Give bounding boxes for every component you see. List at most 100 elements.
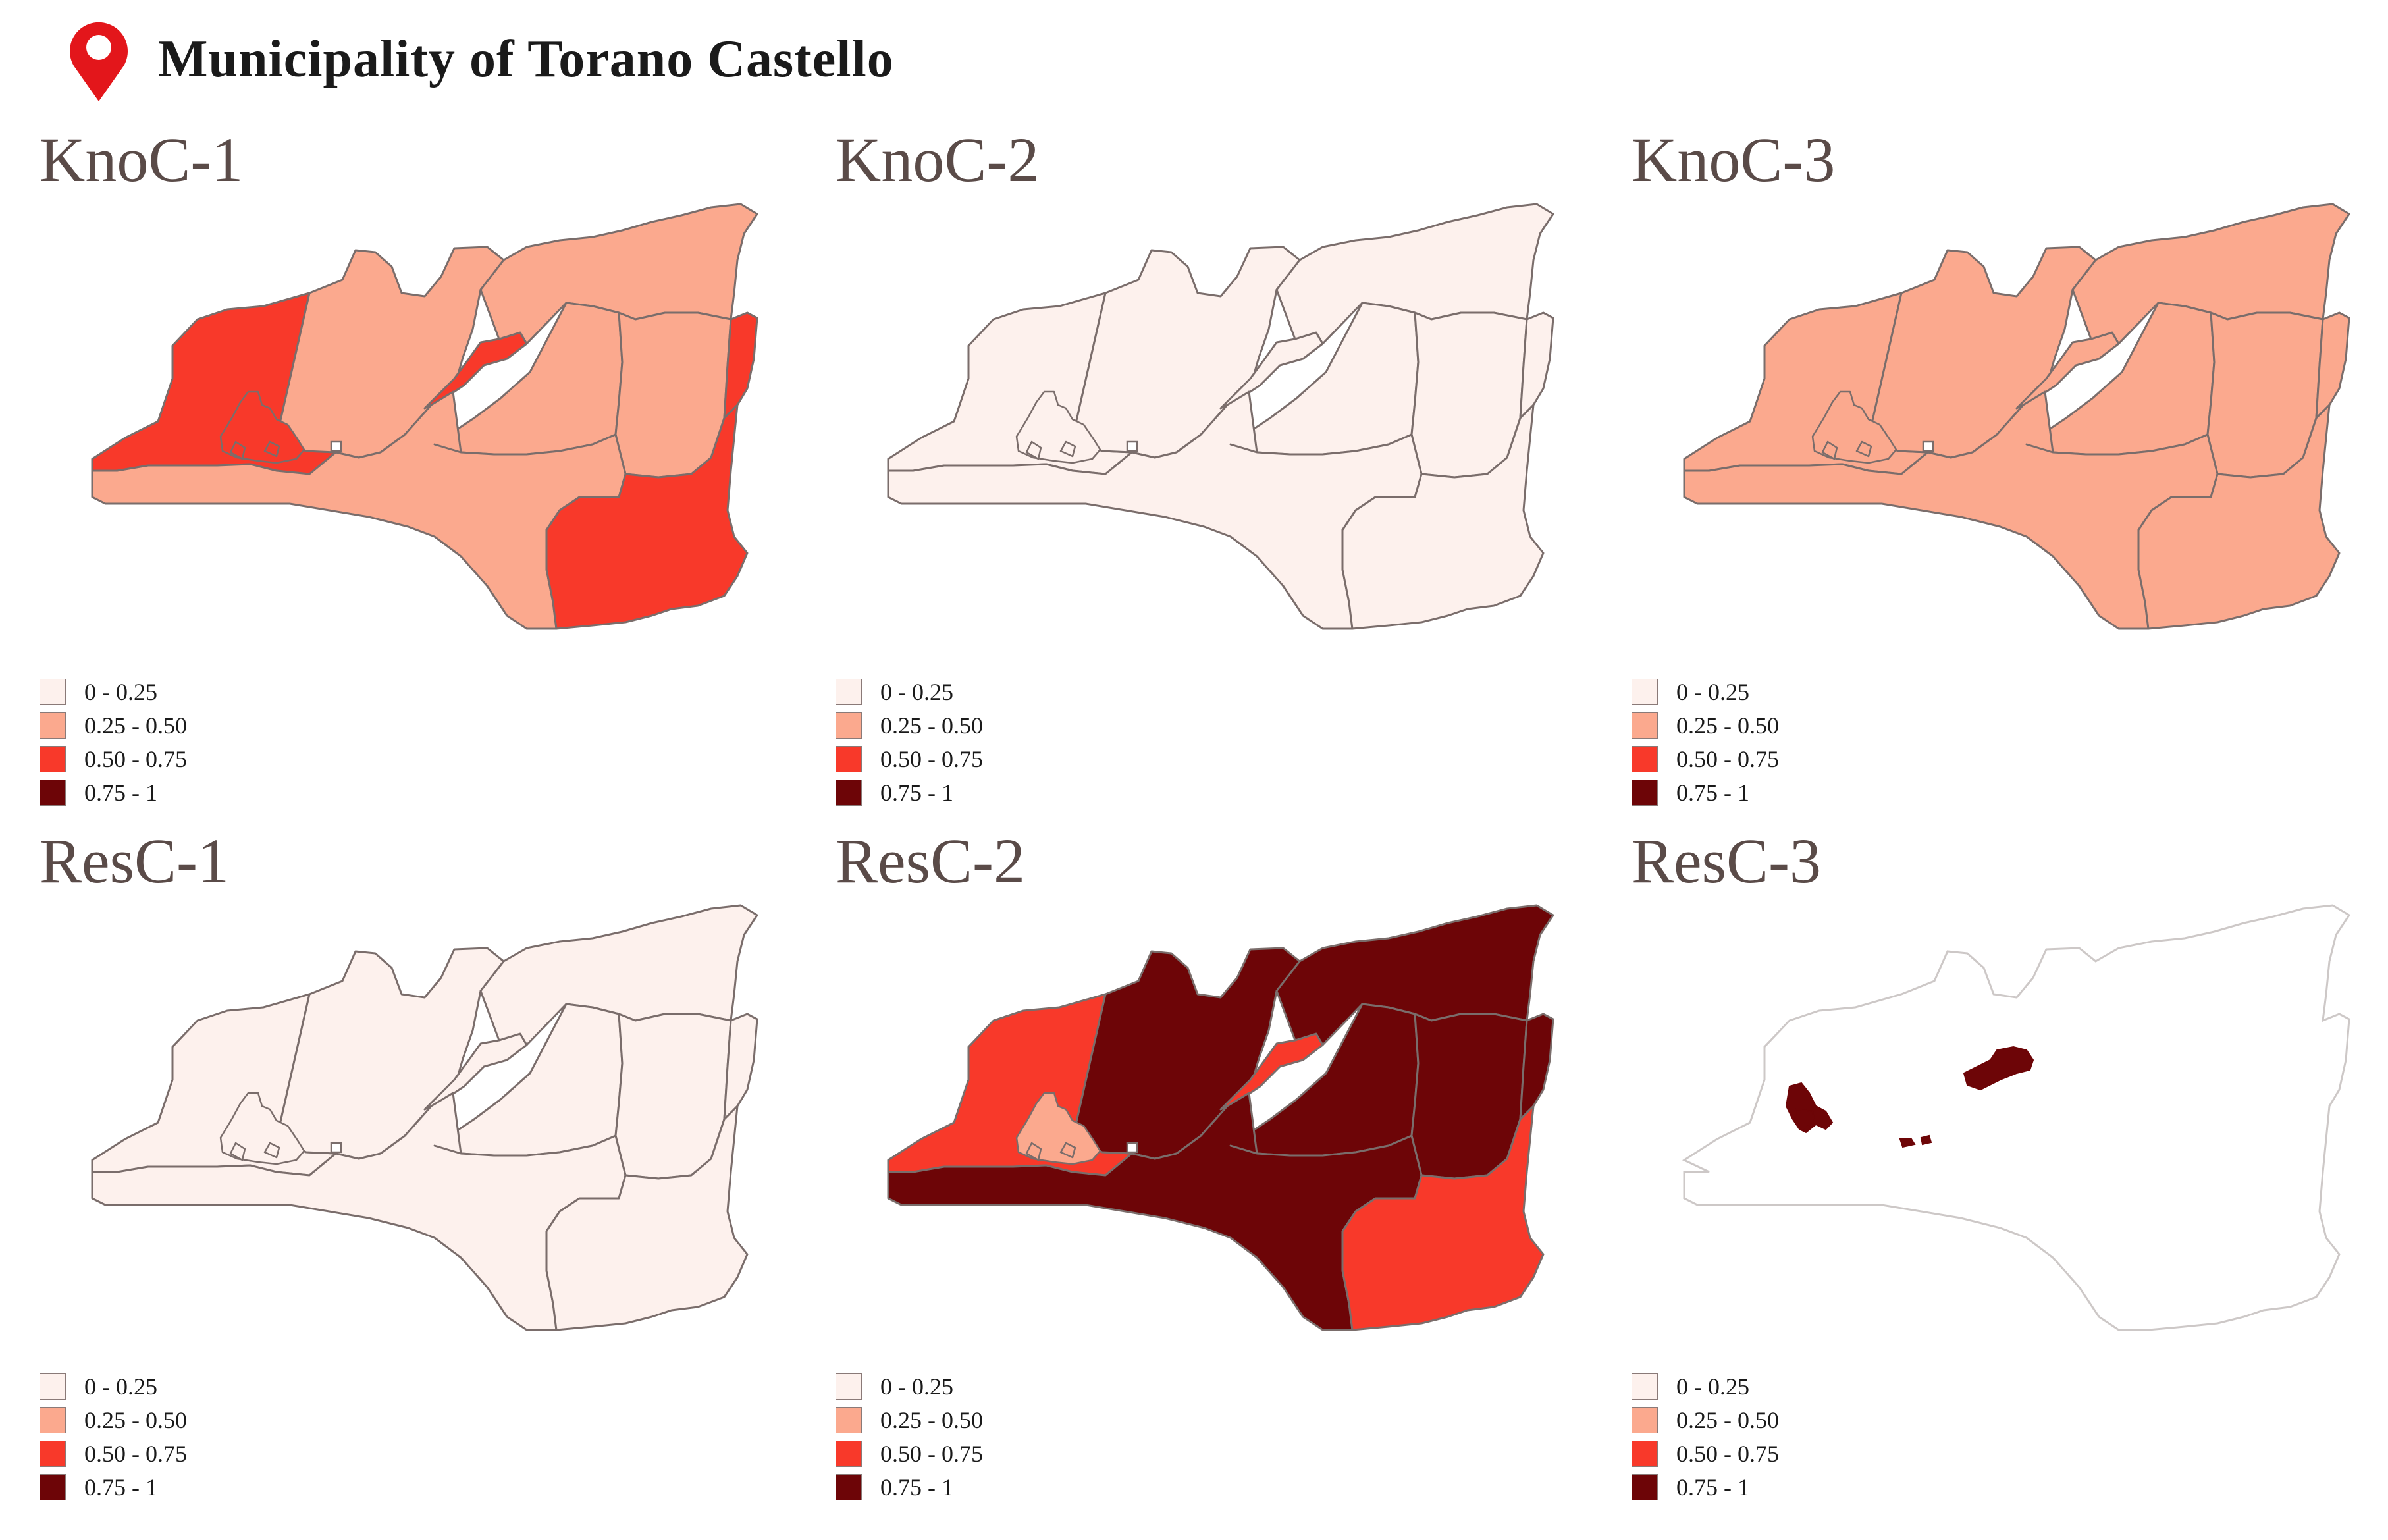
- choropleth-map: [91, 904, 758, 1331]
- legend-label: 0.25 - 0.50: [84, 712, 187, 739]
- legend-label: 0.50 - 0.75: [1676, 1440, 1779, 1467]
- map-region-town: [1821, 440, 1838, 460]
- legend-item: 0 - 0.25: [836, 1369, 983, 1403]
- legend-label: 0.75 - 1: [880, 1474, 953, 1500]
- map-region-town: [1059, 1142, 1076, 1159]
- legend-swatch: [836, 678, 862, 705]
- legend-item: 0.75 - 1: [1632, 776, 1779, 809]
- legend-swatch: [40, 1440, 66, 1467]
- map-region-hole: [1126, 440, 1138, 452]
- legend-swatch: [40, 1474, 66, 1500]
- legend-item: 0.75 - 1: [836, 1470, 983, 1504]
- map-region-hole: [330, 440, 342, 452]
- choropleth-map: [1683, 203, 2350, 630]
- panel-title: ResC-1: [40, 826, 229, 896]
- legend-swatch: [1632, 1474, 1658, 1500]
- map-region-north: [2073, 905, 2349, 1045]
- page-title: Municipality of Torano Castello: [158, 30, 894, 88]
- hotspot-area: [1793, 1108, 1816, 1130]
- map-region-town: [1855, 440, 1872, 458]
- legend-swatch: [836, 712, 862, 739]
- legend-swatch: [1632, 745, 1658, 772]
- choropleth-map: [91, 203, 758, 630]
- map-region-east-strip: [1519, 311, 1554, 419]
- legend-item: 0.50 - 0.75: [40, 1437, 187, 1470]
- map-region-hole: [330, 1142, 342, 1154]
- map-panel-resc-1: ResC-1 0 - 0.25 0.25 - 0.50 0.50 - 0.75 0.7…: [0, 830, 796, 1527]
- legend-item: 0.25 - 0.50: [836, 708, 983, 742]
- legend: 0 - 0.25 0.25 - 0.50 0.50 - 0.75 0.75 - 1: [40, 1369, 187, 1504]
- legend-item: 0.25 - 0.50: [40, 1403, 187, 1437]
- legend-label: 0 - 0.25: [1676, 678, 1749, 705]
- map-region-town: [263, 440, 280, 458]
- legend-item: 0 - 0.25: [40, 675, 187, 708]
- map-region-nw-west: [1684, 994, 1928, 1175]
- legend-swatch: [1632, 712, 1658, 739]
- legend-label: 0.75 - 1: [1676, 779, 1749, 806]
- legend-item: 0.25 - 0.50: [1632, 708, 1779, 742]
- map-region-south-east: [1341, 404, 1545, 630]
- map-region-south-east: [545, 1105, 749, 1331]
- legend-item: 0.50 - 0.75: [1632, 1437, 1779, 1470]
- legend-label: 0.75 - 1: [84, 779, 157, 806]
- map-region-town: [1059, 440, 1076, 458]
- legend-label: 0.25 - 0.50: [1676, 712, 1779, 739]
- legend: 0 - 0.25 0.25 - 0.50 0.50 - 0.75 0.75 - 1: [1632, 675, 1779, 809]
- legend: 0 - 0.25 0.25 - 0.50 0.50 - 0.75 0.75 - 1: [40, 675, 187, 809]
- choropleth-map: [1682, 904, 2351, 1331]
- municipality-outline: [1682, 904, 2351, 1331]
- map-region-south-strip: [1684, 1093, 2217, 1330]
- map-pin-icon: [70, 22, 128, 101]
- legend-swatch: [40, 745, 66, 772]
- legend-swatch: [1632, 779, 1658, 806]
- legend: 0 - 0.25 0.25 - 0.50 0.50 - 0.75 0.75 - 1: [836, 675, 983, 809]
- legend-swatch: [1632, 1406, 1658, 1433]
- legend-item: 0.50 - 0.75: [836, 1437, 983, 1470]
- map-region-east: [2208, 1014, 2323, 1179]
- map-panel-knoc-2: KnoC-2 0 - 0.25 0.25 - 0.50 0.50 - 0.75 0.7…: [796, 128, 1592, 826]
- legend-label: 0 - 0.25: [880, 678, 953, 705]
- legend-item: 0.50 - 0.75: [40, 742, 187, 776]
- map-panel-knoc-3: KnoC-3 0 - 0.25 0.25 - 0.50 0.50 - 0.75 0.7…: [1592, 128, 2388, 826]
- legend-item: 0 - 0.25: [40, 1369, 187, 1403]
- hotspot-area: [1899, 1138, 1916, 1148]
- legend-swatch: [40, 779, 66, 806]
- map-panel-resc-3: ResC-3 0 - 0.25 0.25 - 0.50 0.50 - 0.75 0.7…: [1592, 830, 2388, 1527]
- legend-label: 0.50 - 0.75: [880, 1440, 983, 1467]
- map-region-hole: [1922, 440, 1934, 452]
- legend-swatch: [1632, 1440, 1658, 1467]
- map-region-town: [229, 1142, 246, 1161]
- map-region-east-strip: [2315, 311, 2350, 419]
- legend-item: 0.25 - 0.50: [40, 708, 187, 742]
- legend-swatch: [836, 745, 862, 772]
- map-region-spur: [2017, 1034, 2119, 1109]
- legend-swatch: [1632, 678, 1658, 705]
- legend-label: 0.25 - 0.50: [84, 1406, 187, 1433]
- legend-item: 0.75 - 1: [40, 776, 187, 809]
- map-region-south-east: [2138, 1106, 2339, 1330]
- map-region-east-strip: [723, 1013, 758, 1121]
- map-region-center: [2027, 1004, 2214, 1155]
- legend-swatch: [836, 1373, 862, 1400]
- map-region-south-east: [1341, 1105, 1545, 1331]
- map-region-east-strip: [723, 311, 758, 419]
- panel-title: ResC-3: [1632, 826, 1821, 896]
- legend-item: 0.75 - 1: [836, 776, 983, 809]
- legend-item: 0.25 - 0.50: [836, 1403, 983, 1437]
- legend-swatch: [836, 1474, 862, 1500]
- hotspot-area: [1963, 1046, 2034, 1091]
- hotspot-area: [1920, 1134, 1932, 1146]
- legend-swatch: [1632, 1373, 1658, 1400]
- choropleth-map: [887, 904, 1554, 1331]
- legend-label: 0.75 - 1: [1676, 1474, 1749, 1500]
- legend-label: 0.75 - 1: [880, 779, 953, 806]
- legend-label: 0.50 - 0.75: [880, 745, 983, 772]
- legend-label: 0.50 - 0.75: [1676, 745, 1779, 772]
- map-panel-knoc-1: KnoC-1 0 - 0.25 0.25 - 0.50 0.50 - 0.75 0.7…: [0, 128, 796, 826]
- map-region-hole: [1126, 1142, 1138, 1154]
- map-region-south-east: [2137, 404, 2341, 630]
- map-region-town: [263, 1142, 280, 1159]
- panel-title: KnoC-3: [1632, 124, 1836, 195]
- legend-item: 0.25 - 0.50: [1632, 1403, 1779, 1437]
- legend-item: 0 - 0.25: [836, 675, 983, 708]
